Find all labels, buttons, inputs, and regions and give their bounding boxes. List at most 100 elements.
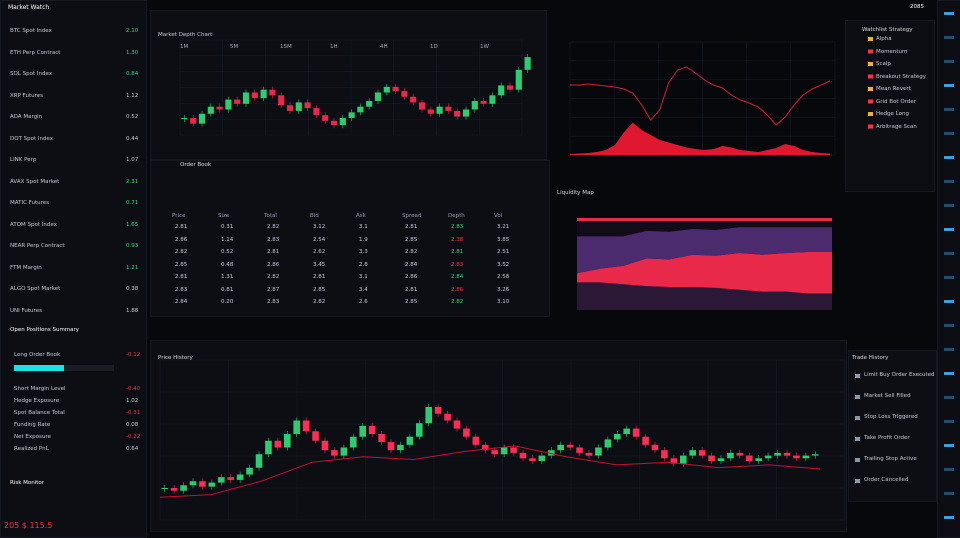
row-value: 1.30 <box>126 49 139 56</box>
row-value: 0.52 <box>126 114 139 120</box>
chart-title: Market Depth Chart <box>158 32 213 38</box>
stack-area <box>577 252 832 294</box>
row-label: XRP Futures <box>10 92 44 99</box>
watch-item: Scalp <box>876 61 891 67</box>
candle <box>189 481 197 486</box>
item-icon <box>868 112 873 116</box>
candle <box>357 106 364 113</box>
candle <box>295 102 302 111</box>
candle <box>774 452 781 456</box>
table-cell: 1.9 <box>359 236 368 243</box>
row-label: ETH Perp Contract <box>10 49 61 56</box>
candle <box>491 450 499 455</box>
chart-title: Liquidity Map <box>557 190 594 196</box>
candle <box>234 99 241 104</box>
table-cell: 3.85 <box>497 236 510 243</box>
position-value: 0.08 <box>126 422 139 428</box>
candle <box>312 431 319 441</box>
watch-item: Arbitrage Scan <box>876 123 917 130</box>
candle <box>764 455 772 459</box>
candle <box>265 440 272 455</box>
panel-title: Trade History <box>852 355 889 361</box>
table-cell: 3.45 <box>313 261 326 268</box>
position-label: Short Margin Level <box>14 386 66 392</box>
row-label: DOT Spot Index <box>10 135 54 142</box>
panel-title: Watchlist Strategy <box>862 27 913 33</box>
row-value: 0.44 <box>126 135 139 142</box>
candle <box>538 455 546 461</box>
table-cell: 0.52 <box>221 249 234 255</box>
table-cell: 2.83 <box>451 261 464 268</box>
history-item: Trailing Stop Active <box>864 456 917 462</box>
sidebar <box>0 0 147 538</box>
table-cell: 2.81 <box>405 224 418 230</box>
candle <box>651 444 659 451</box>
table-cell: 2.81 <box>267 249 280 255</box>
candle <box>348 112 355 118</box>
candle <box>269 89 276 96</box>
row-value: 0.93 <box>126 243 139 249</box>
candle <box>331 450 338 456</box>
table-cell: 2.82 <box>313 299 326 305</box>
candle <box>436 106 443 114</box>
position-value: 0.64 <box>126 446 139 452</box>
ticker: 205 $ 115.5 <box>4 521 53 530</box>
table-cell: 2.82 <box>175 249 188 255</box>
candle <box>378 434 385 443</box>
candle <box>463 428 470 437</box>
table-cell: 1.14 <box>221 236 234 243</box>
table-cell: 2.85 <box>313 286 326 293</box>
candle <box>392 86 399 92</box>
candle <box>161 488 169 489</box>
table-cell: 0.48 <box>221 261 234 268</box>
row-label: NEAR Perp Contract <box>10 243 65 249</box>
table-cell: 0.31 <box>221 224 234 230</box>
item-icon <box>855 374 860 378</box>
candle <box>557 444 565 451</box>
item-icon <box>868 124 873 129</box>
history-item: Take Profit Order <box>864 435 910 441</box>
table-cell: 2.82 <box>451 299 464 305</box>
table-cell: 2.81 <box>175 224 188 230</box>
volume-area <box>570 122 830 155</box>
rail-item <box>944 324 954 327</box>
table-cell: 2.83 <box>267 299 280 305</box>
item-icon <box>868 99 873 104</box>
row-value: 1.07 <box>126 157 139 163</box>
table-header: Spread <box>402 213 422 219</box>
moving-average <box>159 445 821 498</box>
candle <box>190 118 197 124</box>
table-header: Total <box>264 213 277 219</box>
table-cell: 2.8 <box>359 261 368 268</box>
candle <box>689 450 697 456</box>
rail-item <box>944 36 954 39</box>
watch-item: Mean Revert <box>876 86 911 92</box>
candle <box>199 481 206 487</box>
toolbar-item: 5M <box>230 44 239 50</box>
table-cell: 2.85 <box>405 299 418 305</box>
row-label: ATOM Spot Index <box>10 221 57 228</box>
rail-item <box>944 180 954 183</box>
candle <box>755 458 763 461</box>
candle <box>427 109 434 114</box>
position-value: -0.40 <box>126 386 141 392</box>
candle <box>216 106 223 110</box>
stack-area <box>577 282 832 310</box>
order-book-panel <box>150 160 550 317</box>
item-icon <box>855 437 860 441</box>
candle <box>745 455 753 461</box>
candle <box>623 428 631 434</box>
candle <box>278 95 285 106</box>
table-cell: 2.81 <box>451 249 464 255</box>
row-value: 0.38 <box>126 286 139 292</box>
panel-header: 2085 <box>910 4 924 10</box>
watch-item: Breakout Strategy <box>876 73 926 80</box>
table-cell: 3.4 <box>359 286 368 293</box>
candle <box>368 425 376 434</box>
table-cell: 2.86 <box>405 274 418 280</box>
candle <box>632 428 640 437</box>
candle <box>445 106 452 111</box>
table-cell: 3.10 <box>497 299 510 305</box>
